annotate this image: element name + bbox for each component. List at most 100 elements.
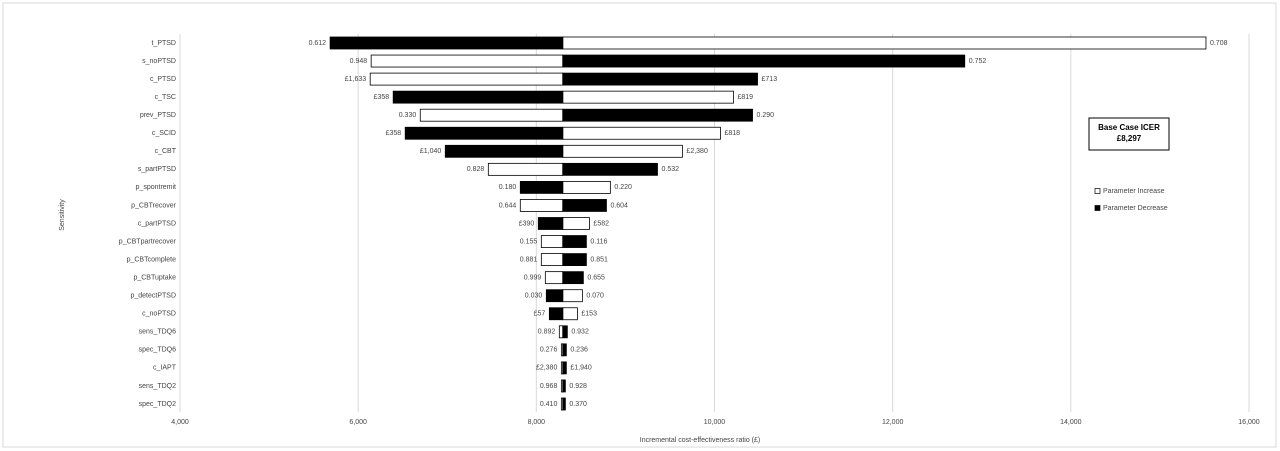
parameter-label: £713 xyxy=(762,76,778,83)
parameter-label: 0.180 xyxy=(499,184,517,191)
bar xyxy=(562,72,758,86)
bar xyxy=(562,235,587,248)
parameter-label: £390 xyxy=(519,220,535,227)
y-tick-label: p_CBTpartrecover xyxy=(119,238,177,245)
parameter-label: £818 xyxy=(724,130,740,137)
bar xyxy=(392,90,564,104)
bar xyxy=(519,199,564,212)
bar xyxy=(404,126,564,140)
y-tick-label: sens_TDQ2 xyxy=(139,383,176,390)
bar xyxy=(562,180,611,194)
legend-label: Parameter Increase xyxy=(1103,188,1165,195)
bar xyxy=(545,289,564,303)
bar xyxy=(562,162,658,176)
parameter-label: 0.604 xyxy=(610,202,628,209)
parameter-label: 0.532 xyxy=(661,166,679,173)
bar xyxy=(562,217,590,230)
base-case-value: £8,297 xyxy=(1117,134,1142,143)
parameter-label: £819 xyxy=(737,94,753,101)
parameter-label: £2,380 xyxy=(686,148,708,155)
parameter-label: 0.948 xyxy=(350,58,368,65)
base-case-box xyxy=(1088,117,1170,151)
bar xyxy=(562,144,683,158)
bar xyxy=(558,325,564,339)
y-tick-label: s_partPTSD xyxy=(138,166,176,173)
parameter-label: 0.752 xyxy=(969,58,987,65)
bar xyxy=(562,54,966,68)
parameter-label: 0.708 xyxy=(1210,40,1228,47)
y-tick-label: c_CBT xyxy=(155,148,177,155)
y-tick-label: p_detectPTSD xyxy=(130,293,176,300)
parameter-label: 0.932 xyxy=(571,329,589,336)
x-tick-label: 6,000 xyxy=(349,419,367,426)
parameter-label: 0.276 xyxy=(540,347,558,354)
bar xyxy=(562,126,721,140)
bar xyxy=(562,307,578,321)
parameter-label: £153 xyxy=(581,311,597,318)
parameter-label: 0.612 xyxy=(309,40,327,47)
bar xyxy=(540,253,564,267)
bar xyxy=(562,90,734,104)
y-axis-title: Sensitivity xyxy=(59,199,66,231)
parameter-label: £1,040 xyxy=(420,148,442,155)
bar xyxy=(519,180,564,194)
y-tick-label: p_spontremit xyxy=(136,184,177,191)
bar xyxy=(562,108,753,122)
legend-label: Parameter Decrease xyxy=(1103,205,1168,212)
parameter-label: 0.220 xyxy=(614,184,632,191)
parameter-label: £2,380 xyxy=(536,365,558,372)
parameter-label: 0.881 xyxy=(520,256,538,263)
y-tick-label: p_CBTrecover xyxy=(131,202,177,209)
parameter-label: £1,940 xyxy=(570,365,592,372)
parameter-label: 0.851 xyxy=(590,256,608,263)
bar xyxy=(562,379,566,393)
parameter-label: 0.999 xyxy=(524,274,542,281)
bar xyxy=(369,72,564,86)
bar xyxy=(548,307,564,321)
parameter-label: £582 xyxy=(593,220,609,227)
parameter-label: £57 xyxy=(534,311,546,318)
y-tick-label: spec_TDQ6 xyxy=(139,347,176,354)
legend-swatch xyxy=(1094,205,1101,211)
parameter-label: 0.410 xyxy=(540,401,558,408)
y-tick-label: p_CBTcomplete xyxy=(127,256,177,263)
x-tick-label: 10,000 xyxy=(704,419,726,426)
parameter-label: 0.290 xyxy=(757,112,775,119)
parameter-label: 0.644 xyxy=(499,202,517,209)
x-tick-label: 4,000 xyxy=(171,419,189,426)
bar xyxy=(562,36,1207,50)
parameter-label: 0.330 xyxy=(399,112,417,119)
bar xyxy=(562,271,584,285)
bar xyxy=(562,199,607,212)
parameter-label: 0.070 xyxy=(586,293,604,300)
parameter-label: 0.892 xyxy=(538,329,556,336)
parameter-label: 0.928 xyxy=(569,383,587,390)
bar xyxy=(562,343,567,357)
y-tick-label: c_PTSD xyxy=(150,76,176,83)
legend-swatch xyxy=(1094,188,1101,194)
parameter-label: 0.968 xyxy=(540,383,558,390)
x-tick-label: 12,000 xyxy=(882,419,904,426)
bar xyxy=(562,289,583,303)
y-tick-label: c_noPTSD xyxy=(142,311,176,318)
y-tick-label: p_CBTuptake xyxy=(133,274,176,281)
x-tick-label: 14,000 xyxy=(1060,419,1082,426)
y-tick-label: spec_TDQ2 xyxy=(139,401,176,408)
y-tick-label: s_noPTSD xyxy=(142,58,176,65)
bar xyxy=(370,54,564,68)
y-tick-label: prev_PTSD xyxy=(140,112,176,119)
bar xyxy=(487,162,564,176)
x-axis-title: Incremental cost-effectiveness ratio (£) xyxy=(640,437,760,444)
bar xyxy=(540,235,564,248)
parameter-label: 0.030 xyxy=(525,293,543,300)
bar xyxy=(419,108,564,122)
bar xyxy=(537,217,564,230)
x-tick-label: 8,000 xyxy=(528,419,546,426)
y-tick-label: c_partPTSD xyxy=(138,220,176,227)
y-tick-label: c_IAPT xyxy=(153,365,177,372)
parameter-label: £358 xyxy=(374,94,390,101)
base-case-label: Base Case ICER xyxy=(1098,123,1160,132)
parameter-label: 0.370 xyxy=(569,401,587,408)
bar xyxy=(329,36,564,50)
